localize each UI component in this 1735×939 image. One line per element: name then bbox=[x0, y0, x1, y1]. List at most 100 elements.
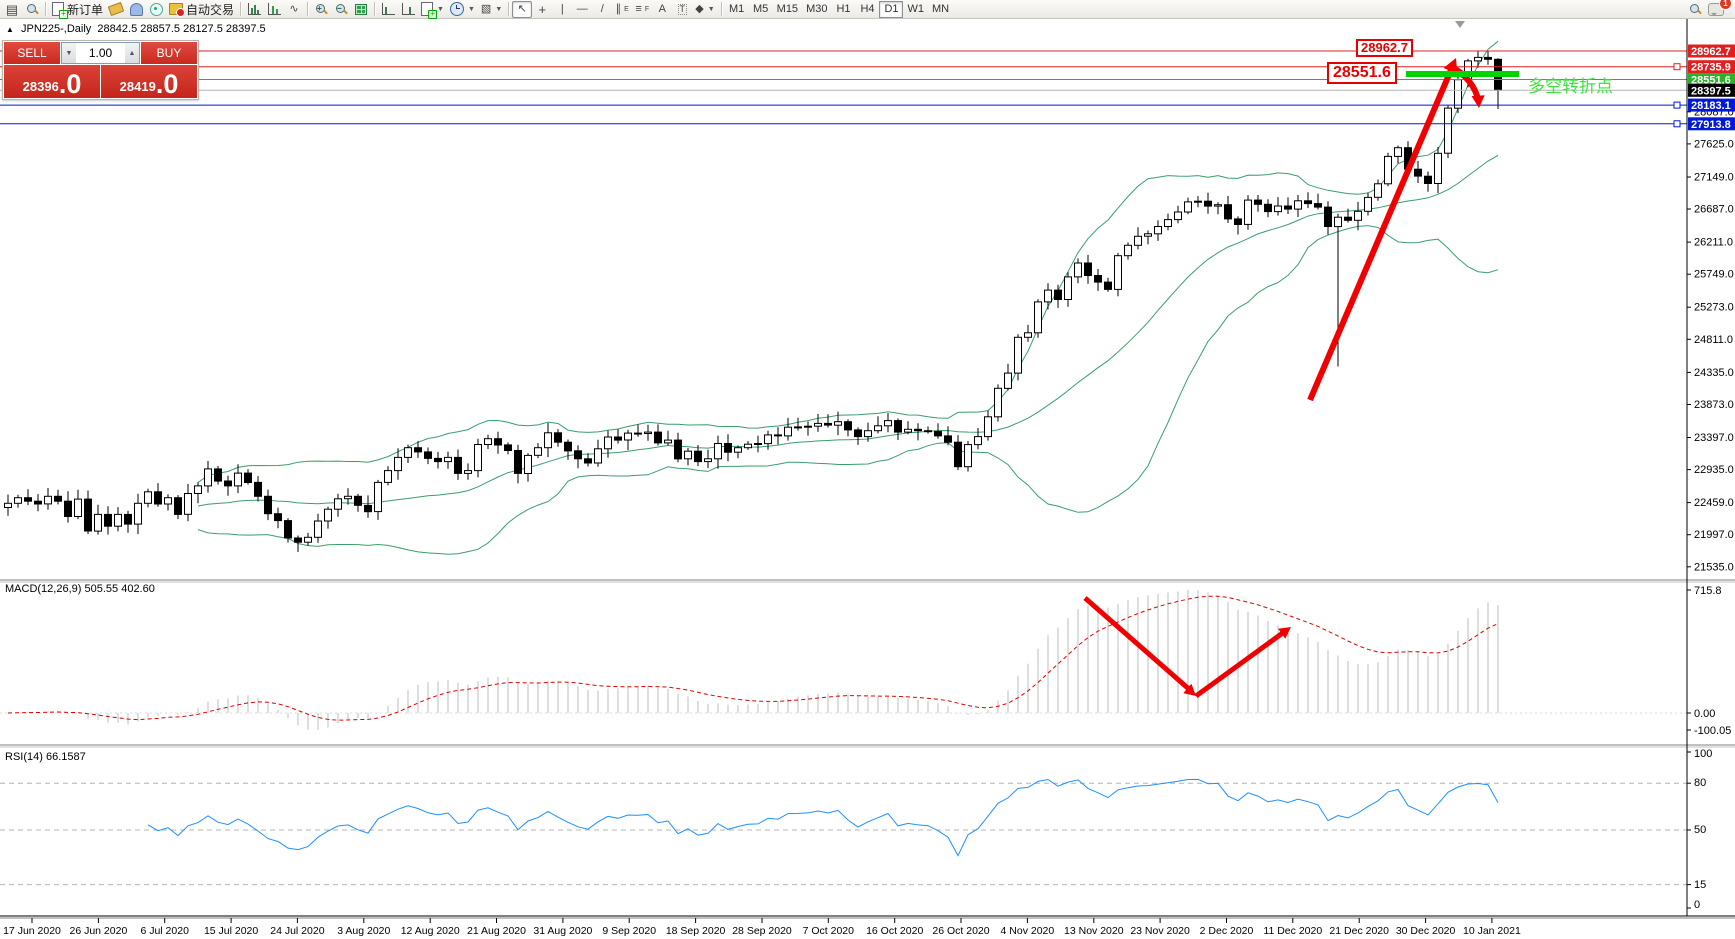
rsi-name: RSI(14) bbox=[5, 751, 43, 763]
chevron-down-icon: ▼ bbox=[437, 5, 444, 13]
notifications-button[interactable]: 1 bbox=[1705, 0, 1732, 18]
new-order-icon bbox=[52, 2, 68, 19]
sell-price-display[interactable]: 28396 .0 bbox=[4, 65, 100, 98]
text-label-tool-button[interactable]: T bbox=[672, 1, 692, 18]
timeframe-button-h1[interactable]: H1 bbox=[831, 1, 855, 18]
bar-chart-icon bbox=[247, 3, 261, 15]
search-button[interactable] bbox=[1685, 1, 1705, 18]
arrows-tool-button[interactable]: ◆ ▼ bbox=[692, 1, 717, 18]
volume-stepper: ▼ ▲ bbox=[61, 42, 140, 64]
timeframe-button-w1[interactable]: W1 bbox=[903, 1, 928, 18]
zoom-in-button[interactable]: + bbox=[311, 1, 331, 18]
buy-button[interactable]: BUY bbox=[141, 42, 197, 64]
arrows-icon: ◆ bbox=[695, 2, 704, 15]
market-watch-button[interactable]: ▤ bbox=[2, 1, 22, 18]
line-chart-button[interactable]: ∿ bbox=[284, 1, 304, 18]
channel-icon: ∥ bbox=[615, 2, 622, 15]
timeframe-button-m5[interactable]: M5 bbox=[749, 1, 773, 18]
sell-price-main: 28396 bbox=[22, 79, 59, 94]
cursor-tool-button[interactable]: ↖ bbox=[512, 0, 533, 18]
trendline-tool-button[interactable]: / bbox=[592, 1, 612, 18]
svg-text:28183.1: 28183.1 bbox=[1691, 100, 1731, 112]
svg-text:7 Oct 2020: 7 Oct 2020 bbox=[803, 925, 855, 937]
chart-shift-button[interactable] bbox=[378, 1, 398, 18]
buy-price-display[interactable]: 28419 .0 bbox=[101, 65, 197, 98]
bar-chart-button[interactable] bbox=[244, 1, 264, 18]
autotrading-button[interactable]: 自动交易 bbox=[166, 1, 237, 18]
pivot-price-flag[interactable]: 28551.6 bbox=[1327, 62, 1397, 84]
pivot-level-bar[interactable] bbox=[1406, 71, 1519, 77]
periods-button[interactable]: ▼ bbox=[447, 1, 478, 18]
timeframe-button-m30[interactable]: M30 bbox=[802, 1, 831, 18]
zoom-out-button[interactable]: − bbox=[331, 1, 351, 18]
text-tool-button[interactable]: A bbox=[652, 1, 672, 18]
svg-text:0.00: 0.00 bbox=[1694, 708, 1715, 720]
ohlc-close: 28397.5 bbox=[225, 23, 266, 35]
svg-text:26 Oct 2020: 26 Oct 2020 bbox=[932, 925, 989, 937]
autotrading-label: 自动交易 bbox=[186, 2, 235, 17]
svg-text:28397.5: 28397.5 bbox=[1691, 85, 1731, 97]
indicators-button[interactable]: ▼ bbox=[418, 1, 447, 19]
svg-text:3 Aug 2020: 3 Aug 2020 bbox=[337, 925, 390, 937]
svg-text:50: 50 bbox=[1694, 824, 1706, 836]
svg-text:25749.0: 25749.0 bbox=[1694, 269, 1734, 281]
svg-text:23397.0: 23397.0 bbox=[1694, 432, 1734, 444]
candlestick-chart-button[interactable] bbox=[264, 1, 284, 18]
resistance-price-flag[interactable]: 28962.7 bbox=[1356, 39, 1413, 57]
auto-scroll-button[interactable] bbox=[398, 1, 418, 18]
svg-text:21535.0: 21535.0 bbox=[1694, 561, 1734, 573]
new-order-button[interactable]: 新订单 bbox=[49, 1, 106, 19]
pivot-annotation-text[interactable]: 多空转折点 bbox=[1528, 77, 1613, 96]
strategy-tester-button[interactable] bbox=[146, 1, 166, 18]
terminal-button[interactable] bbox=[126, 1, 146, 18]
svg-text:10 Jan 2021: 10 Jan 2021 bbox=[1463, 925, 1521, 937]
macd-signal-value: 402.60 bbox=[121, 583, 155, 595]
toolbar-separator bbox=[240, 2, 242, 16]
rsi-value: 66.1587 bbox=[45, 751, 86, 763]
svg-text:27625.0: 27625.0 bbox=[1694, 138, 1734, 150]
timeframe-button-h4[interactable]: H4 bbox=[855, 1, 879, 18]
fibonacci-tool-button[interactable]: ≡ F bbox=[632, 1, 652, 18]
template-icon: ▧ bbox=[480, 2, 492, 15]
horizontal-line-tool-button[interactable]: — bbox=[572, 1, 592, 18]
buy-price-main: 28419 bbox=[119, 79, 156, 94]
channel-sub-label: E bbox=[624, 5, 629, 13]
timeframe-button-mn[interactable]: MN bbox=[928, 1, 953, 18]
volume-increase-button[interactable]: ▲ bbox=[125, 43, 139, 63]
svg-text:17 Jun 2020: 17 Jun 2020 bbox=[3, 925, 61, 937]
collapse-arrow-icon: ▲ bbox=[6, 25, 14, 34]
svg-text:25273.0: 25273.0 bbox=[1694, 302, 1734, 314]
svg-text:15: 15 bbox=[1694, 879, 1706, 891]
vertical-line-tool-button[interactable]: | bbox=[552, 1, 572, 18]
equidistant-channel-tool-button[interactable]: ∥ E bbox=[612, 1, 632, 18]
volume-input[interactable] bbox=[76, 43, 125, 63]
toolbar-separator bbox=[720, 2, 722, 16]
toolbar-separator bbox=[374, 2, 376, 16]
svg-text:80: 80 bbox=[1694, 777, 1706, 789]
toolbar-separator bbox=[508, 2, 510, 16]
svg-text:15 Jul 2020: 15 Jul 2020 bbox=[204, 925, 258, 937]
crosshair-tool-button[interactable]: + bbox=[532, 1, 552, 18]
timeframe-button-m1[interactable]: M1 bbox=[725, 1, 749, 18]
zoom-out-icon: − bbox=[335, 3, 348, 16]
data-window-icon bbox=[26, 3, 39, 16]
text-label-icon: T bbox=[677, 3, 687, 15]
svg-text:23 Nov 2020: 23 Nov 2020 bbox=[1130, 925, 1190, 937]
horizontal-line-icon: — bbox=[576, 2, 588, 15]
svg-text:30 Dec 2020: 30 Dec 2020 bbox=[1396, 925, 1456, 937]
data-window-button[interactable] bbox=[22, 1, 42, 18]
svg-text:26687.0: 26687.0 bbox=[1694, 204, 1734, 216]
terminal-icon bbox=[129, 2, 143, 16]
volume-decrease-button[interactable]: ▼ bbox=[62, 43, 76, 63]
rsi-pane-label: RSI(14) 66.1587 bbox=[5, 751, 86, 763]
timeframe-button-d1[interactable]: D1 bbox=[879, 0, 904, 18]
svg-text:22459.0: 22459.0 bbox=[1694, 497, 1734, 509]
timeframe-button-m15[interactable]: M15 bbox=[773, 1, 802, 18]
svg-text:22935.0: 22935.0 bbox=[1694, 464, 1734, 476]
sell-button[interactable]: SELL bbox=[4, 42, 60, 64]
notification-badge: 1 bbox=[1719, 0, 1732, 10]
templates-button[interactable]: ▧ ▼ bbox=[478, 1, 505, 18]
tile-windows-button[interactable] bbox=[351, 1, 371, 18]
svg-text:21997.0: 21997.0 bbox=[1694, 529, 1734, 541]
